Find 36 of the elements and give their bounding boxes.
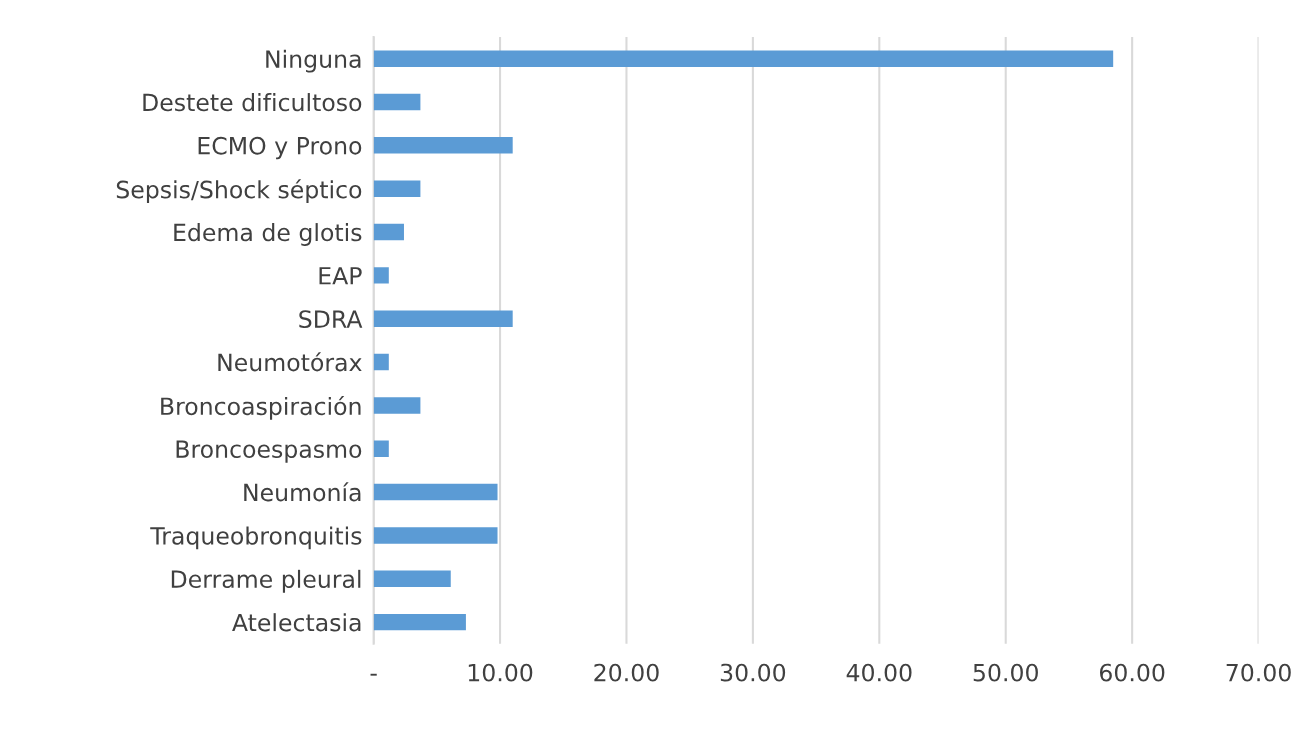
x-tick-label: 20.00 (594, 663, 659, 682)
bar (373, 397, 421, 414)
bar (373, 483, 498, 501)
bar (373, 93, 421, 111)
bar (373, 353, 389, 371)
bar (373, 267, 389, 284)
y-tick-label: EAP (319, 267, 362, 285)
y-tick-label: Neumotórax (218, 352, 362, 372)
x-tick-label: 60.00 (1099, 663, 1165, 682)
y-tick-label: Neumonía (244, 482, 361, 502)
y-tick-label: ECMO y Prono (198, 136, 362, 160)
bar (373, 180, 421, 197)
y-tick-label: Destete dificultoso (143, 93, 362, 112)
y-tick-label: Traqueobronquitis (150, 526, 362, 550)
x-tick-label: 10.00 (468, 663, 533, 682)
y-tick-label: Atelectasia (232, 613, 361, 632)
y-tick-label: Sepsis/Shock séptico (116, 179, 362, 204)
x-tick-label: 40.00 (846, 663, 912, 682)
y-tick-label: Ninguna (266, 49, 361, 73)
x-tick-label: 70.00 (1226, 663, 1291, 682)
y-tick-label: SDRA (299, 310, 363, 329)
bar (373, 50, 1114, 67)
y-tick-label: Broncoaspiración (161, 395, 361, 420)
bar (373, 527, 498, 544)
x-tick-label: - (370, 673, 377, 676)
x-tick-label: 50.00 (973, 663, 1038, 682)
y-tick-label: Edema de glotis (174, 223, 362, 246)
bar (373, 613, 466, 631)
bar (373, 440, 389, 457)
y-tick-label: Broncoespasmo (176, 440, 362, 463)
x-tick-label: 30.00 (720, 663, 786, 682)
bar (373, 570, 451, 588)
bar (373, 310, 513, 327)
bar (373, 137, 513, 154)
y-tick-label: Derrame pleural (171, 569, 361, 593)
bar (373, 223, 404, 241)
